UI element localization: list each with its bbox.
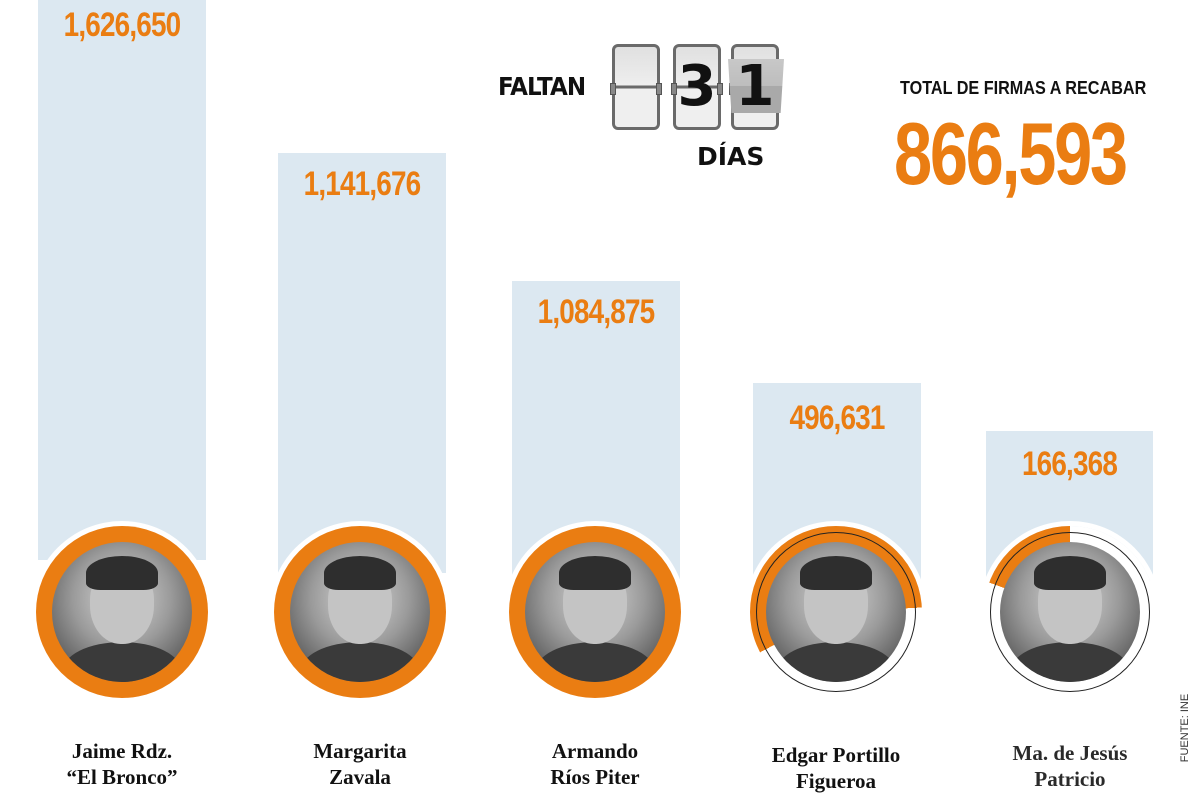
candidate-photo bbox=[290, 542, 430, 682]
candidate-photo bbox=[766, 542, 906, 682]
bar-value: 1,084,875 bbox=[537, 293, 655, 331]
candidate-photo bbox=[1000, 542, 1140, 682]
flip-digit-1 bbox=[610, 44, 662, 130]
countdown-prefix: FALTAN bbox=[498, 72, 586, 101]
candidate-name: Edgar Portillo Figueroa bbox=[771, 743, 901, 793]
bar-value: 166,368 bbox=[1021, 445, 1118, 483]
candidate-name: Margarita Zavala bbox=[313, 739, 407, 789]
cropped-text bbox=[495, 794, 695, 800]
progress-ring-rios-piter bbox=[509, 526, 681, 698]
bar-value: 1,141,676 bbox=[303, 165, 421, 203]
candidate-name: Jaime Rdz. “El Bronco” bbox=[66, 739, 178, 789]
total-value: 866,593 bbox=[894, 104, 1128, 203]
source-note: FUENTE: INE bbox=[1179, 693, 1191, 763]
cropped-text bbox=[260, 794, 460, 800]
progress-ring-portillo bbox=[750, 526, 922, 698]
bar-bronco: 1,626,650 bbox=[38, 0, 206, 560]
bar-zavala: 1,141,676 bbox=[278, 153, 446, 573]
candidate-name: Ma. de Jesús Patricio bbox=[1012, 741, 1128, 791]
bar-value: 496,631 bbox=[789, 399, 885, 437]
flip-digit-3: 1 bbox=[728, 44, 784, 130]
flip-digit-2: 3 bbox=[671, 44, 723, 130]
candidate-photo bbox=[52, 542, 192, 682]
progress-ring-bronco bbox=[36, 526, 208, 698]
countdown-suffix: DÍAS bbox=[697, 142, 765, 171]
candidate-photo bbox=[525, 542, 665, 682]
progress-ring-patricio bbox=[984, 526, 1156, 698]
progress-ring-zavala bbox=[274, 526, 446, 698]
total-label: TOTAL DE FIRMAS A RECABAR bbox=[900, 78, 1147, 98]
bar-value: 1,626,650 bbox=[63, 6, 181, 44]
candidate-name: Armando Ríos Piter bbox=[550, 739, 640, 789]
